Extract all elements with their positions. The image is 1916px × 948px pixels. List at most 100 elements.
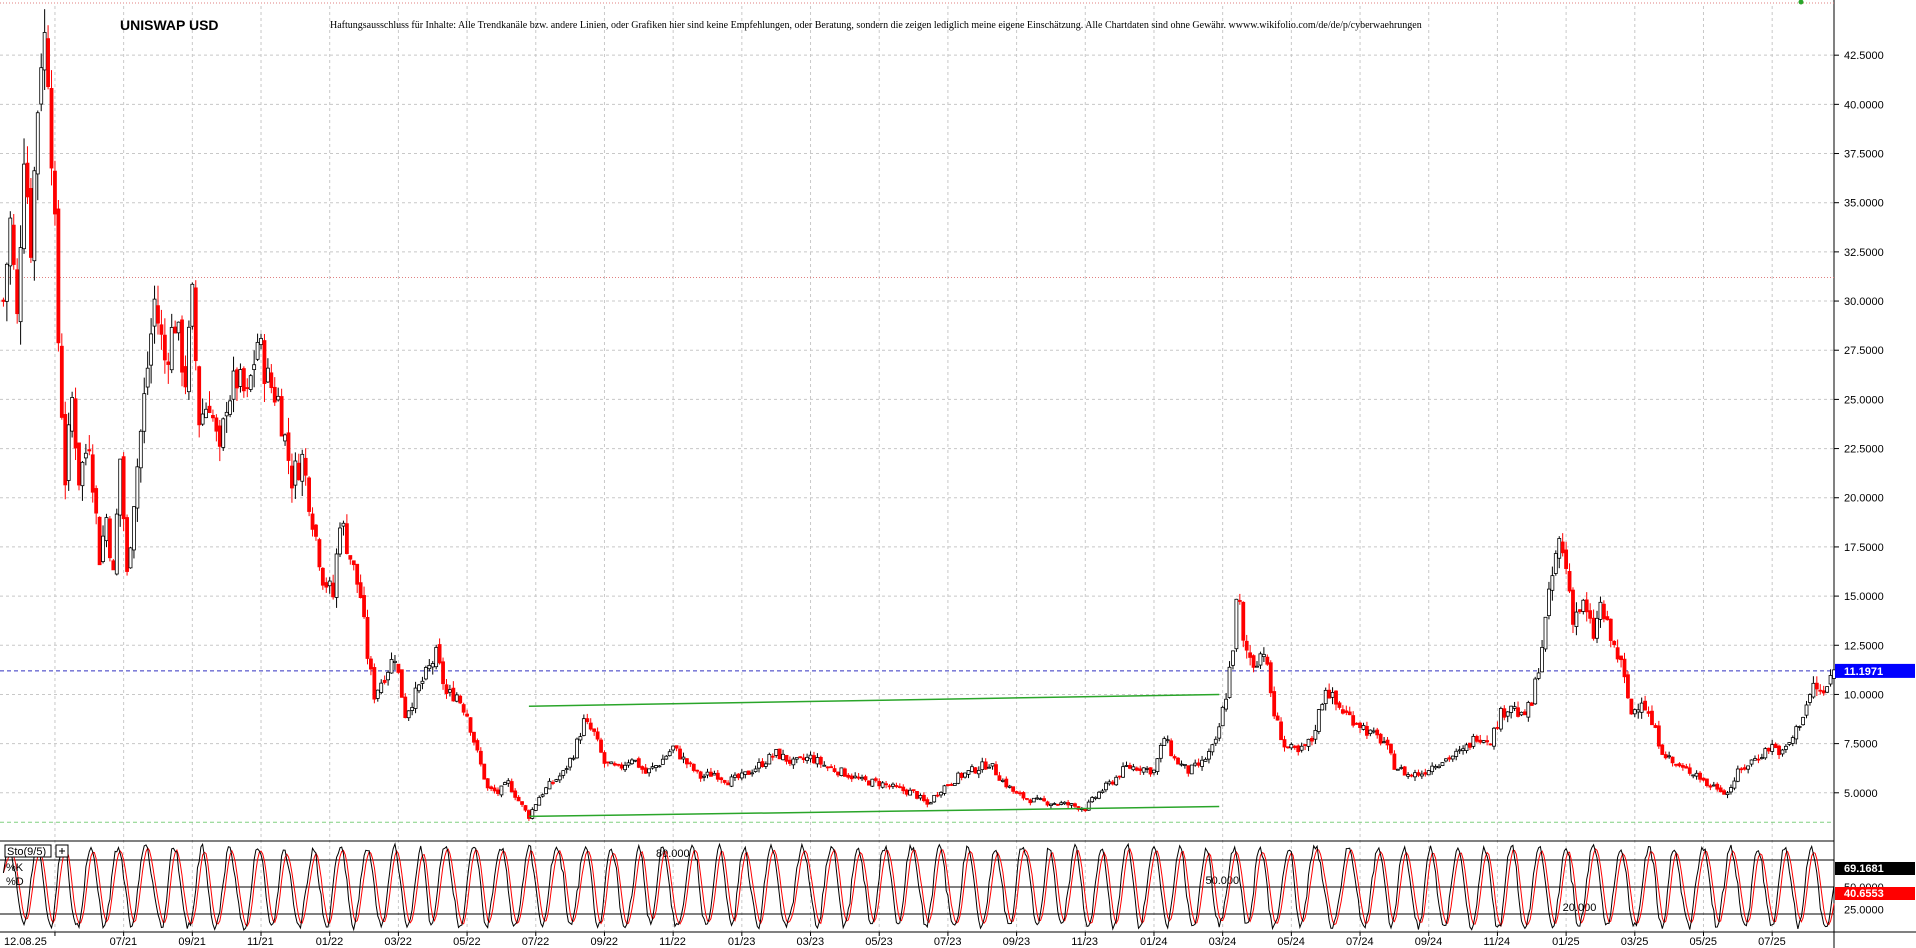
candle-body-456 bbox=[1567, 571, 1572, 592]
candle-170 bbox=[585, 713, 590, 725]
candle-body-523 bbox=[1797, 726, 1802, 728]
candle-325 bbox=[1117, 775, 1122, 780]
candle-body-49 bbox=[169, 327, 174, 371]
candle-455 bbox=[1564, 541, 1569, 575]
candle-189 bbox=[650, 762, 655, 770]
candle-169 bbox=[581, 714, 586, 737]
candle-370 bbox=[1272, 686, 1277, 720]
candle-58 bbox=[200, 398, 205, 426]
candle-body-497 bbox=[1708, 785, 1713, 788]
candle-body-315 bbox=[1083, 808, 1088, 812]
candle-55 bbox=[190, 282, 195, 330]
candle-body-293 bbox=[1007, 785, 1012, 788]
candle-body-249 bbox=[856, 776, 861, 779]
candle-448 bbox=[1540, 640, 1544, 673]
candle-305 bbox=[1049, 803, 1053, 809]
candle-210 bbox=[722, 779, 727, 785]
candle-body-363 bbox=[1248, 652, 1253, 658]
candle-body-186 bbox=[640, 766, 645, 770]
candle-body-327 bbox=[1124, 765, 1129, 767]
candle-49 bbox=[169, 313, 174, 374]
candle-352 bbox=[1210, 744, 1215, 756]
candle-body-113 bbox=[389, 659, 394, 674]
candle-body-439 bbox=[1509, 705, 1514, 713]
candle-body-57 bbox=[197, 366, 202, 426]
candle-354 bbox=[1217, 722, 1222, 742]
candle-body-157 bbox=[540, 794, 545, 797]
candle-body-95 bbox=[327, 580, 332, 587]
candle-body-353 bbox=[1213, 738, 1218, 744]
candle-body-209 bbox=[719, 777, 724, 781]
candle-179 bbox=[616, 763, 621, 767]
candle-body-191 bbox=[657, 765, 662, 768]
candle-125 bbox=[430, 660, 435, 675]
candle-body-429 bbox=[1474, 735, 1479, 742]
candle-body-410 bbox=[1409, 774, 1414, 777]
candle-body-376 bbox=[1292, 745, 1297, 748]
candle-body-486 bbox=[1670, 756, 1675, 764]
candle-body-5 bbox=[18, 247, 23, 323]
candle-391 bbox=[1344, 705, 1349, 716]
candle-353 bbox=[1213, 736, 1218, 746]
candle-434 bbox=[1492, 726, 1496, 750]
candle-290 bbox=[997, 771, 1002, 781]
candle-486 bbox=[1670, 756, 1675, 767]
candle-body-215 bbox=[739, 772, 744, 779]
price-tick-label-9: 20.0000 bbox=[1844, 493, 1884, 505]
candle-198 bbox=[681, 752, 686, 764]
time-tick-label-24: 05/25 bbox=[1689, 936, 1717, 948]
candle-312 bbox=[1073, 802, 1077, 809]
candle-106 bbox=[365, 609, 370, 665]
candle-467 bbox=[1605, 610, 1610, 621]
candle-528 bbox=[1814, 676, 1819, 697]
candle-body-416 bbox=[1430, 765, 1435, 773]
price-tick-label-3: 35.0000 bbox=[1844, 198, 1884, 210]
candle-16 bbox=[56, 200, 61, 352]
candle-250 bbox=[860, 774, 864, 781]
candle-465 bbox=[1598, 596, 1603, 628]
candle-415 bbox=[1426, 769, 1431, 776]
candle-340 bbox=[1169, 738, 1174, 757]
candle-body-332 bbox=[1141, 767, 1146, 773]
candle-442 bbox=[1519, 711, 1524, 717]
candle-512 bbox=[1759, 753, 1764, 760]
candle-33 bbox=[114, 508, 119, 576]
candle-113 bbox=[389, 652, 394, 674]
candle-232 bbox=[798, 756, 803, 759]
candle-body-528 bbox=[1814, 682, 1819, 690]
candle-body-153 bbox=[527, 810, 531, 819]
candle-296 bbox=[1018, 790, 1022, 796]
candle-body-424 bbox=[1457, 749, 1462, 752]
candle-409 bbox=[1406, 772, 1411, 779]
candle-372 bbox=[1279, 717, 1283, 741]
candle-body-350 bbox=[1203, 758, 1208, 762]
candle-body-448 bbox=[1540, 647, 1544, 673]
candle-31 bbox=[108, 516, 112, 562]
candle-398 bbox=[1368, 729, 1373, 737]
candle-body-387 bbox=[1330, 692, 1335, 698]
candle-529 bbox=[1818, 684, 1823, 695]
candle-body-114 bbox=[393, 660, 397, 663]
candle-217 bbox=[746, 770, 751, 775]
candle-397 bbox=[1365, 721, 1369, 739]
candle-74 bbox=[255, 333, 260, 362]
candle-207 bbox=[712, 770, 717, 776]
candle-425 bbox=[1461, 745, 1465, 755]
candle-body-37 bbox=[128, 547, 133, 569]
candle-388 bbox=[1334, 690, 1338, 711]
candle-body-103 bbox=[355, 563, 360, 585]
candle-body-507 bbox=[1742, 767, 1747, 770]
candle-body-211 bbox=[726, 782, 731, 786]
candle-body-87 bbox=[300, 453, 305, 482]
chart-title: UNISWAP USD bbox=[120, 17, 219, 33]
stoch-d-line bbox=[2, 847, 1835, 928]
candle-226 bbox=[777, 748, 782, 760]
time-tick-label-10: 01/23 bbox=[728, 936, 756, 948]
candle-366 bbox=[1258, 651, 1263, 669]
candle-424 bbox=[1457, 745, 1462, 754]
candle-body-450 bbox=[1547, 588, 1551, 617]
candle-body-9 bbox=[32, 170, 37, 262]
time-tick-label-14: 09/23 bbox=[1003, 936, 1031, 948]
candle-357 bbox=[1227, 661, 1232, 699]
candle-73 bbox=[252, 350, 257, 388]
